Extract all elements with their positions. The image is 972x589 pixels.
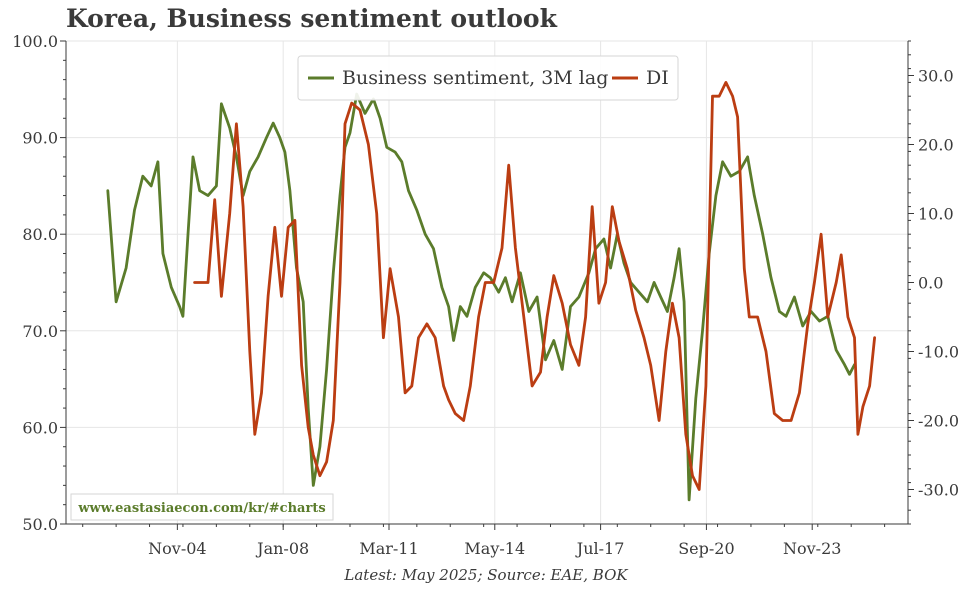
legend: Business sentiment, 3M lag DI	[297, 55, 679, 101]
legend-box	[297, 55, 679, 101]
x-tick-label: May-14	[464, 539, 525, 558]
y-left-tick-label: 70.0	[22, 322, 58, 341]
axes: 50.0 60.0 70.0 80.0 90.0 100.0 -30.0 -20.0 -10.0…	[12, 32, 959, 558]
watermark-box	[70, 493, 334, 521]
x-tick-label: Nov-23	[783, 539, 841, 558]
y-right-tick-label: -10.0	[918, 343, 959, 362]
x-tick-label: Nov-04	[148, 539, 206, 558]
series-line-business-sentiment	[106, 92, 856, 502]
y-right-tick-label: -20.0	[918, 412, 959, 431]
series-lines	[106, 81, 876, 502]
x-tick-label: Jul-17	[575, 539, 625, 558]
watermark: www.eastasiaecon.com/kr/#charts	[70, 493, 334, 521]
y-right-tick-label: 0.0	[918, 274, 943, 293]
y-right-tick-label: 10.0	[918, 205, 954, 224]
x-tick-label: Sep-20	[678, 539, 734, 558]
x-tick-label: Jan-08	[255, 539, 309, 558]
y-left-tick-label: 90.0	[22, 129, 58, 148]
source-footnote: Latest: May 2025; Source: EAE, BOK	[344, 566, 628, 584]
y-left-tick-label: 80.0	[22, 225, 58, 244]
y-left-tick-label: 50.0	[22, 515, 58, 534]
x-tick-label: Mar-11	[359, 539, 418, 558]
chart-title: Korea, Business sentiment outlook	[66, 4, 557, 33]
y-right-tick-label: -30.0	[918, 481, 959, 500]
legend-label: DI	[646, 67, 669, 89]
y-left-tick-label: 60.0	[22, 418, 58, 437]
y-right-tick-label: 20.0	[918, 136, 954, 155]
watermark-text: www.eastasiaecon.com/kr/#charts	[77, 501, 325, 516]
y-right-tick-label: 30.0	[918, 67, 954, 86]
legend-label: Business sentiment, 3M lag	[342, 67, 608, 89]
y-left-tick-label: 100.0	[12, 32, 58, 51]
series-line-di	[193, 81, 876, 491]
